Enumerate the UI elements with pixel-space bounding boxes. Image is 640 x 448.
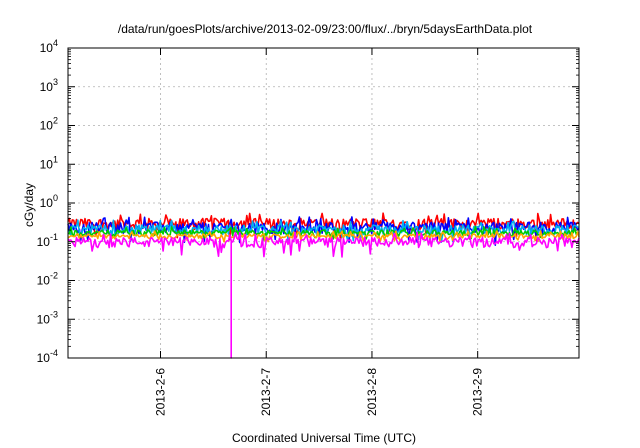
y-tick-label: 102	[40, 116, 58, 133]
x-axis-label: Coordinated Universal Time (UTC)	[232, 431, 416, 445]
x-tick-label: 2013-2-8	[365, 368, 379, 416]
x-tick-label: 2013-2-7	[259, 368, 273, 416]
series-line	[67, 230, 580, 243]
y-tick-label: 100	[40, 193, 58, 210]
x-tick-label: 2013-2-6	[154, 368, 168, 416]
ticks: 10-4 10-3 10-2 10-1 100 101 102 103 104 2013-2-6 2…	[37, 38, 579, 416]
series-line	[67, 216, 580, 246]
y-tick-label: 10-3	[37, 309, 58, 326]
y-tick-label: 10-1	[37, 232, 58, 249]
grid	[68, 48, 579, 358]
y-tick-label: 10-4	[37, 348, 58, 365]
y-tick-label: 101	[40, 154, 58, 171]
x-tick-label: 2013-2-9	[471, 368, 485, 416]
series-line	[67, 231, 580, 359]
y-axis-label: cGy/day	[22, 183, 36, 227]
series-group	[67, 212, 580, 359]
y-tick-label: 10-2	[37, 271, 58, 288]
y-tick-label: 103	[40, 77, 58, 94]
y-tick-label: 104	[40, 38, 58, 55]
chart-title: /data/run/goesPlots/archive/2013-02-09/2…	[118, 22, 533, 36]
